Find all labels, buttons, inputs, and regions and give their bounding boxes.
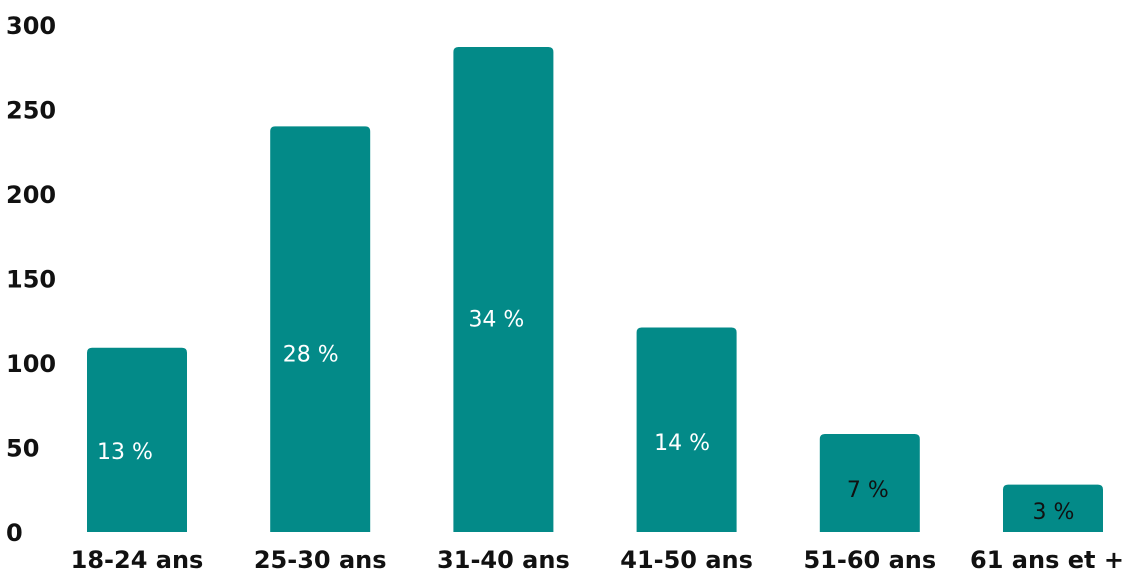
category-label: 61 ans et + [970,546,1124,574]
data-label: 34 % [468,308,524,333]
data-label: 28 % [283,343,339,368]
y-axis: 0 50 100 150 200 250 300 [6,12,56,547]
category-label: 31-40 ans [437,546,570,574]
bar [1003,484,1103,532]
category-label: 25-30 ans [254,546,387,574]
bar [453,46,554,532]
bar [819,433,920,532]
y-tick-label: 250 [6,97,56,125]
data-labels: 13 % 28 % 34 % 14 % 7 % 3 % [97,308,1074,526]
y-tick-label: 100 [6,350,56,378]
data-label: 3 % [1033,500,1075,525]
y-tick-label: 50 [6,435,39,463]
data-label: 7 % [847,478,889,503]
y-tick-label: 150 [6,266,56,294]
bars [87,46,1103,533]
category-label: 51-60 ans [803,546,936,574]
data-label: 13 % [97,440,153,465]
bar [636,327,737,532]
y-tick-label: 200 [6,181,56,209]
category-label: 18-24 ans [71,546,204,574]
y-tick-label: 300 [6,12,56,40]
category-label: 41-50 ans [620,546,753,574]
x-axis: 18-24 ans 25-30 ans 31-40 ans 41-50 ans 51-6… [71,546,1124,574]
bar [87,347,187,532]
y-tick-label: 0 [6,519,23,547]
data-label: 14 % [654,431,710,456]
bar [270,126,371,533]
